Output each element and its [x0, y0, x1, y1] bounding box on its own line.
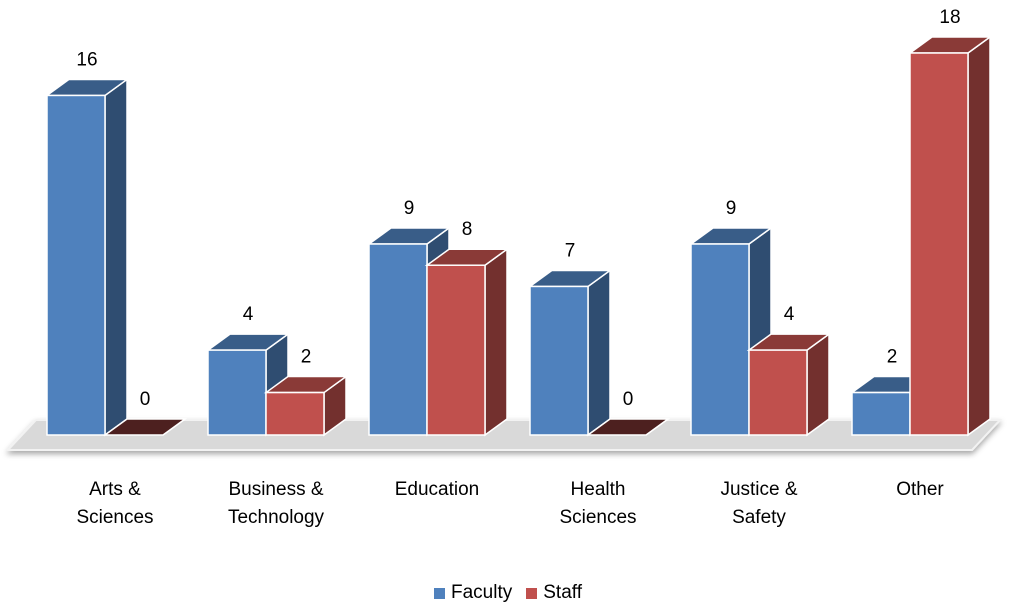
- data-label: 7: [565, 240, 576, 261]
- x-tick-label: Other: [896, 479, 944, 500]
- bar-front: [368, 243, 428, 436]
- data-label: 9: [726, 198, 737, 219]
- x-tick-label: Health Sciences: [559, 479, 637, 528]
- bar: [424, 247, 510, 437]
- bar: [527, 268, 613, 437]
- bar-side: [104, 77, 128, 437]
- data-label: 9: [404, 198, 415, 219]
- x-tick-label: Arts & Sciences: [76, 479, 154, 528]
- data-label: 2: [887, 347, 898, 368]
- bar-front: [265, 391, 325, 436]
- data-label: 0: [140, 389, 151, 410]
- x-tick-label: Justice & Safety: [720, 479, 798, 528]
- data-label: 8: [462, 219, 473, 240]
- bar: [263, 375, 349, 437]
- bar-front: [690, 243, 750, 436]
- bar: [44, 77, 130, 437]
- bar-front: [851, 391, 911, 436]
- bar: [585, 418, 671, 436]
- legend-label: Staff: [543, 582, 582, 603]
- bar-front: [529, 285, 589, 436]
- bar-front: [426, 264, 486, 436]
- data-label: 4: [784, 304, 795, 325]
- bar-side: [484, 247, 508, 437]
- legend-item: Staff: [526, 582, 582, 604]
- bar-front: [748, 349, 808, 436]
- legend-label: Faculty: [451, 582, 513, 603]
- bar-front: [207, 349, 267, 436]
- data-label: 4: [243, 304, 254, 325]
- bar-top: [102, 418, 188, 436]
- bar-top: [585, 418, 671, 436]
- legend-swatch: [526, 587, 538, 599]
- legend: Faculty Staff: [0, 582, 1016, 604]
- data-label: 16: [76, 49, 97, 70]
- bar-side: [967, 35, 991, 437]
- plot: 16 0 4 2 9 8 7 0 9 4 2 18: [5, 7, 1003, 451]
- data-label: 2: [301, 347, 312, 368]
- bar-side: [587, 268, 611, 437]
- legend-swatch: [434, 587, 445, 599]
- data-label: 18: [939, 7, 960, 28]
- bar-front: [909, 52, 969, 436]
- x-tick-label: Education: [394, 479, 480, 500]
- bar-side: [806, 332, 830, 437]
- data-label: 0: [623, 389, 634, 410]
- x-tick-label: Business & Technology: [227, 479, 325, 528]
- bar: [102, 418, 188, 436]
- legend-item: Faculty: [434, 582, 512, 604]
- bar: [907, 35, 993, 437]
- bar-front: [46, 94, 106, 436]
- bar: [746, 332, 832, 437]
